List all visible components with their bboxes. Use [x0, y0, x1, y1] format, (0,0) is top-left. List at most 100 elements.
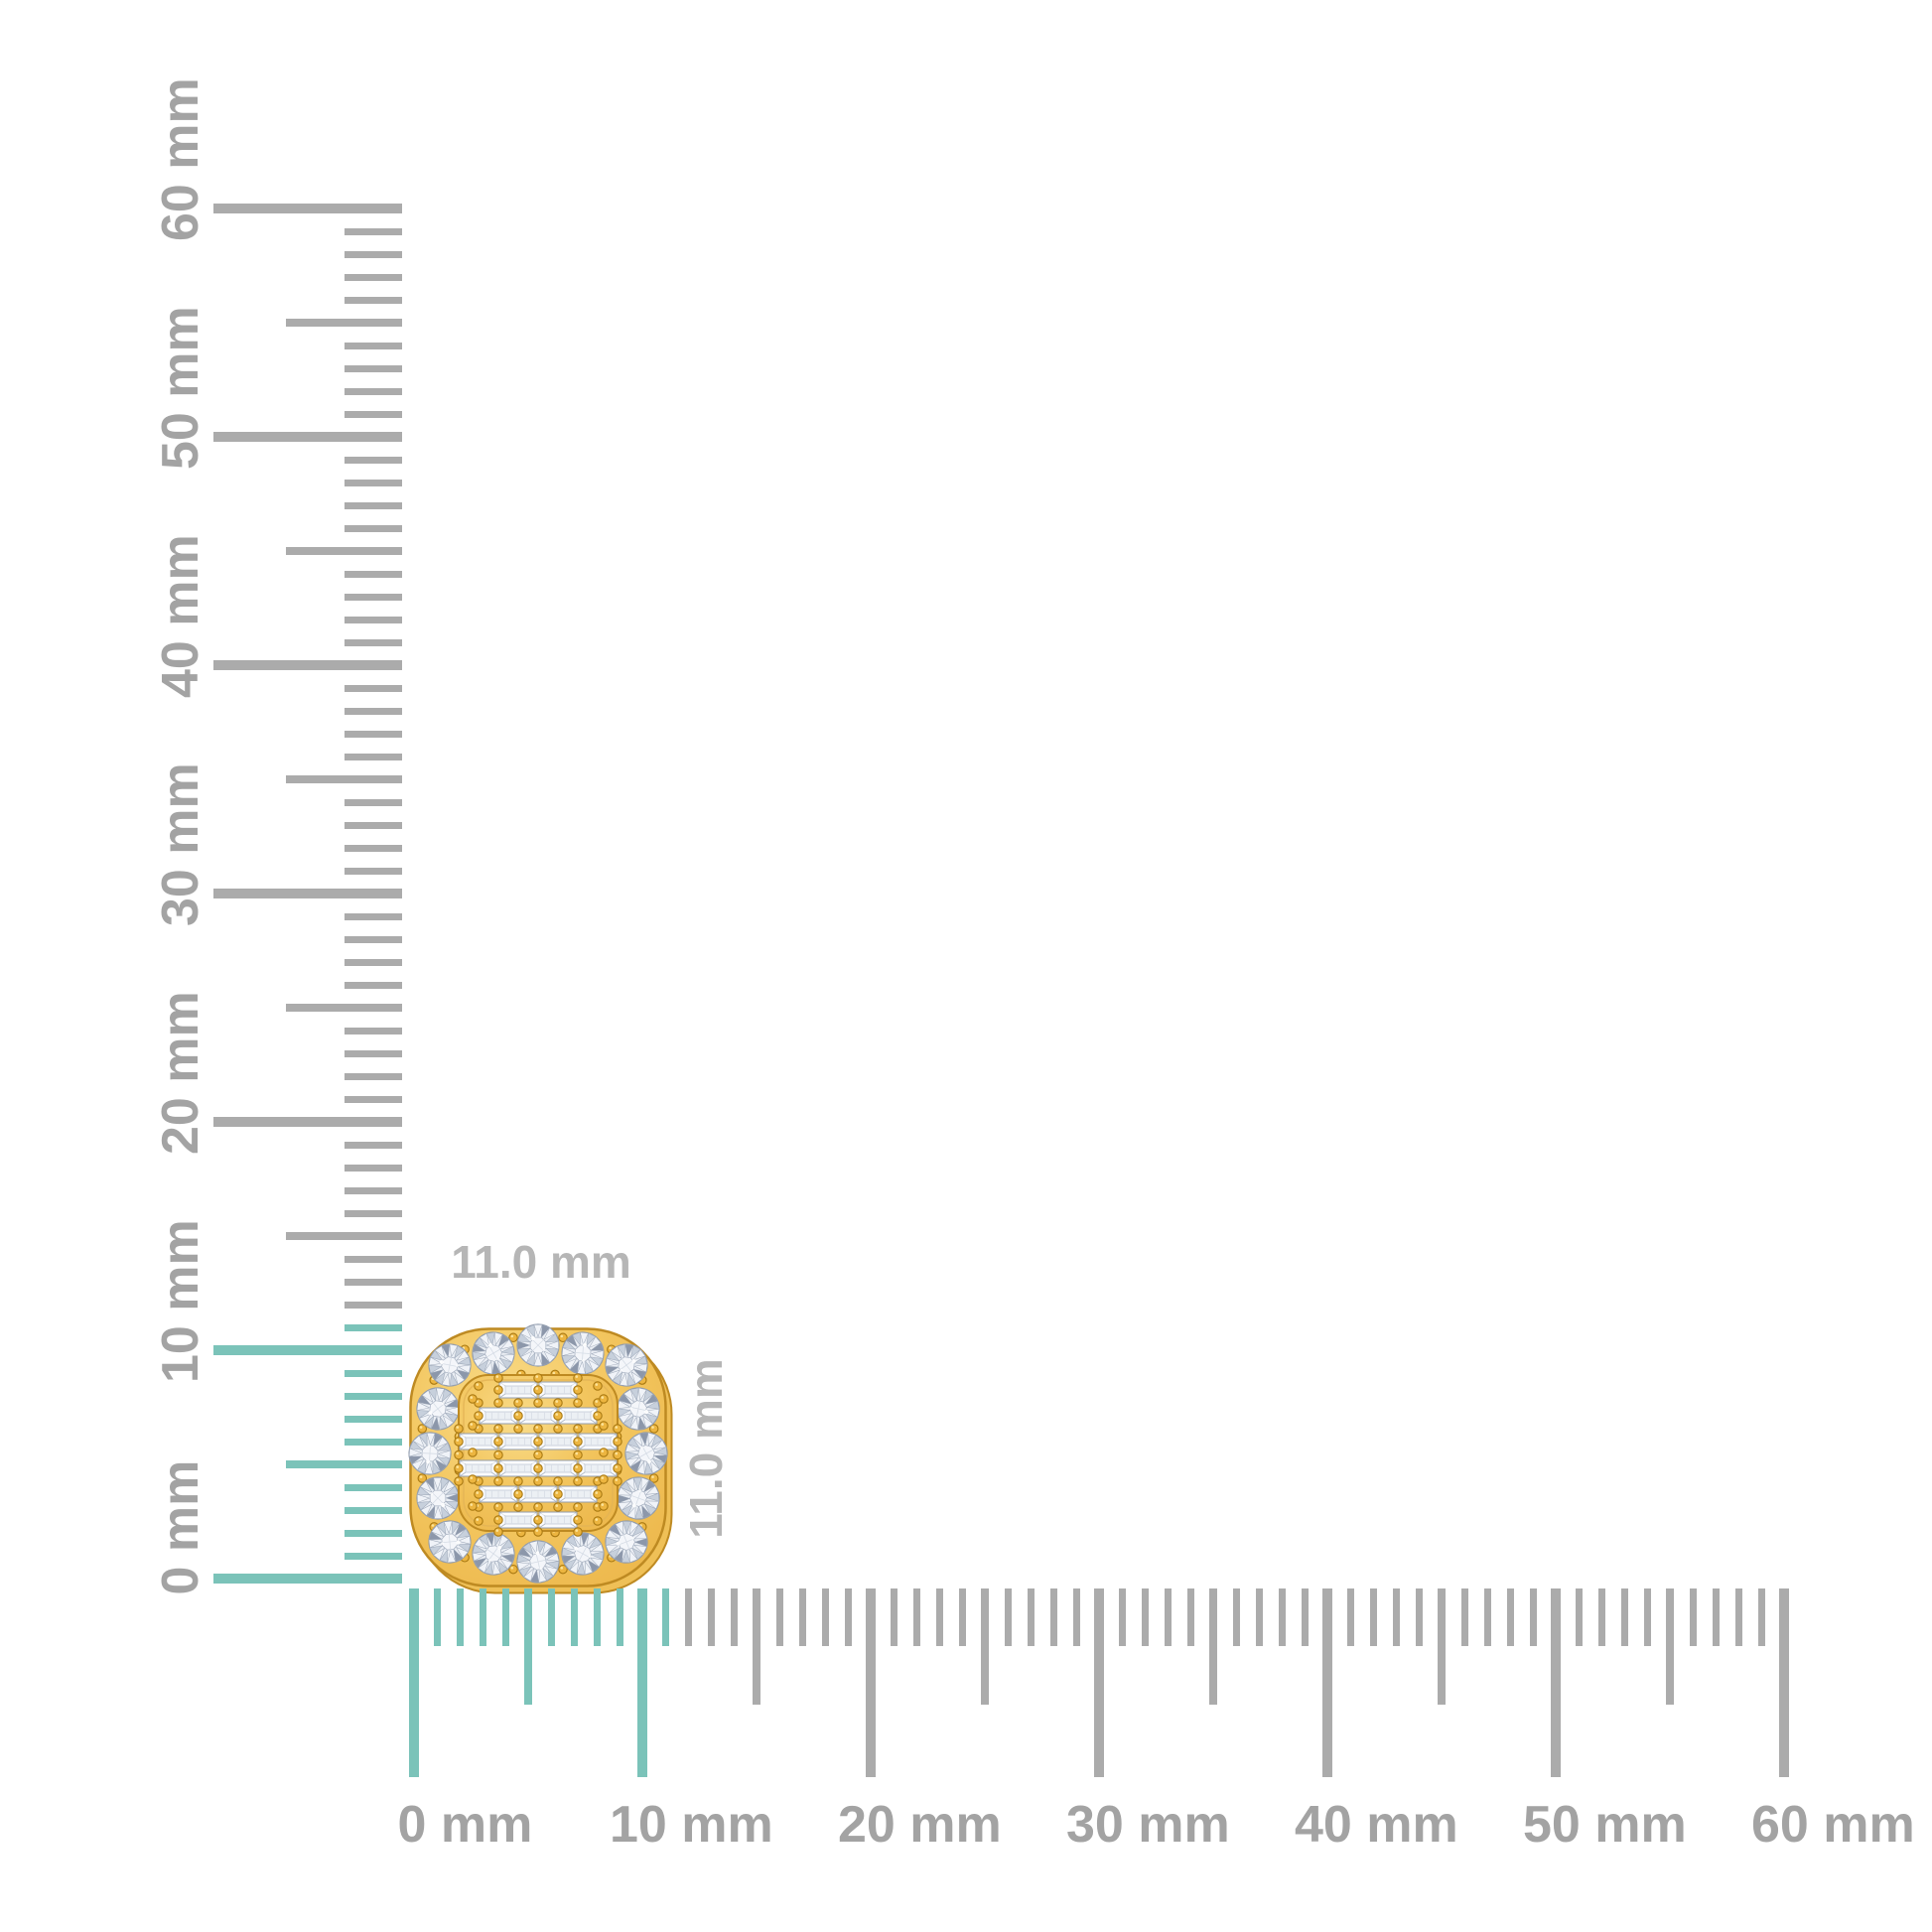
h-ruler-tick	[1255, 1588, 1263, 1646]
v-ruler-tick	[345, 1506, 402, 1514]
v-ruler-tick	[345, 227, 402, 235]
h-ruler-tick	[1597, 1588, 1605, 1646]
h-ruler-tick	[637, 1588, 647, 1777]
h-ruler-tick	[1529, 1588, 1537, 1646]
v-ruler-tick	[345, 410, 402, 418]
h-ruler-tick	[479, 1588, 486, 1646]
v-ruler-tick	[345, 273, 402, 281]
h-ruler-tick	[1164, 1588, 1172, 1646]
h-ruler-tick	[1483, 1588, 1491, 1646]
h-ruler-tick	[912, 1588, 920, 1646]
h-ruler-tick	[547, 1588, 555, 1646]
h-ruler-tick	[821, 1588, 829, 1646]
v-ruler-tick	[345, 1164, 402, 1172]
h-ruler-label: 20 mm	[838, 1796, 1002, 1854]
v-ruler-label: 30 mm	[152, 762, 209, 926]
v-ruler-tick	[345, 867, 402, 875]
h-ruler-tick	[501, 1588, 509, 1646]
h-ruler-tick	[1232, 1588, 1240, 1646]
v-ruler-tick	[345, 730, 402, 738]
h-ruler-tick	[1506, 1588, 1514, 1646]
v-ruler-tick	[345, 844, 402, 852]
v-ruler-tick	[345, 1049, 402, 1057]
v-ruler-tick	[345, 342, 402, 349]
h-ruler-tick	[1666, 1588, 1674, 1705]
h-ruler-tick	[866, 1588, 876, 1777]
h-ruler-tick	[935, 1588, 943, 1646]
v-ruler-tick	[286, 1460, 402, 1468]
v-ruler-tick	[286, 547, 402, 555]
v-ruler-tick	[345, 501, 402, 509]
h-ruler-tick	[844, 1588, 852, 1646]
v-ruler-tick	[345, 1369, 402, 1377]
h-ruler-tick	[1027, 1588, 1035, 1646]
h-ruler-tick	[1620, 1588, 1628, 1646]
v-ruler-tick	[345, 1323, 402, 1331]
v-ruler-tick	[286, 1004, 402, 1012]
h-ruler-tick	[1094, 1588, 1104, 1777]
v-ruler-tick	[286, 1232, 402, 1240]
v-ruler-tick	[345, 821, 402, 829]
h-ruler-tick	[456, 1588, 464, 1646]
v-ruler-tick	[345, 1415, 402, 1423]
v-ruler-tick	[345, 684, 402, 692]
v-ruler-tick	[345, 935, 402, 943]
h-ruler-label: 50 mm	[1523, 1796, 1687, 1854]
h-ruler-tick	[1004, 1588, 1012, 1646]
h-ruler-tick	[1734, 1588, 1742, 1646]
v-ruler-tick	[345, 1301, 402, 1309]
v-ruler-tick	[286, 319, 402, 327]
h-ruler-label: 30 mm	[1066, 1796, 1230, 1854]
width-dimension-label: 11.0 mm	[451, 1236, 631, 1288]
h-ruler-tick	[1415, 1588, 1423, 1646]
h-ruler-label: 0 mm	[397, 1796, 533, 1854]
h-ruler-tick	[1551, 1588, 1561, 1777]
h-ruler-tick	[1209, 1588, 1217, 1705]
v-ruler-tick	[345, 364, 402, 372]
v-ruler-tick	[213, 204, 402, 213]
h-ruler-tick	[661, 1588, 669, 1646]
h-ruler-tick	[1301, 1588, 1309, 1646]
h-ruler-tick	[1392, 1588, 1400, 1646]
v-ruler-tick	[345, 1072, 402, 1080]
v-ruler-tick	[345, 1552, 402, 1560]
v-ruler-label: 20 mm	[152, 991, 209, 1155]
v-ruler-tick	[213, 432, 402, 442]
v-ruler-tick	[345, 1529, 402, 1537]
h-ruler-tick	[684, 1588, 692, 1646]
v-ruler-label: 50 mm	[152, 306, 209, 470]
v-ruler-tick	[345, 707, 402, 715]
v-ruler-tick	[345, 1209, 402, 1217]
h-ruler-tick	[1322, 1588, 1332, 1777]
v-ruler-tick	[345, 479, 402, 486]
v-ruler-label: 0 mm	[152, 1459, 209, 1595]
h-ruler-tick	[1278, 1588, 1286, 1646]
h-ruler-tick	[1575, 1588, 1583, 1646]
v-ruler-tick	[345, 570, 402, 578]
h-ruler-label: 60 mm	[1751, 1796, 1915, 1854]
v-ruler-tick	[345, 1095, 402, 1103]
v-ruler-tick	[213, 889, 402, 898]
h-ruler-tick	[1643, 1588, 1651, 1646]
v-ruler-tick	[345, 1438, 402, 1446]
h-ruler-tick	[1118, 1588, 1126, 1646]
v-ruler-tick	[345, 1255, 402, 1263]
v-ruler-tick	[345, 1186, 402, 1194]
h-ruler-tick	[616, 1588, 623, 1646]
h-ruler-tick	[1049, 1588, 1057, 1646]
h-ruler-tick	[707, 1588, 715, 1646]
v-ruler-tick	[345, 616, 402, 623]
h-ruler-tick	[981, 1588, 989, 1705]
v-ruler-label: 60 mm	[152, 77, 209, 241]
v-ruler-tick	[345, 1392, 402, 1400]
v-ruler-label: 40 mm	[152, 534, 209, 698]
h-ruler-label: 10 mm	[610, 1796, 773, 1854]
h-ruler-tick	[798, 1588, 806, 1646]
h-ruler-label: 40 mm	[1295, 1796, 1458, 1854]
h-ruler-tick	[775, 1588, 783, 1646]
height-dimension-label: 11.0 mm	[680, 1358, 732, 1539]
h-ruler-tick	[958, 1588, 966, 1646]
h-ruler-tick	[1438, 1588, 1446, 1705]
h-ruler-tick	[524, 1588, 532, 1705]
h-ruler-tick	[1460, 1588, 1468, 1646]
